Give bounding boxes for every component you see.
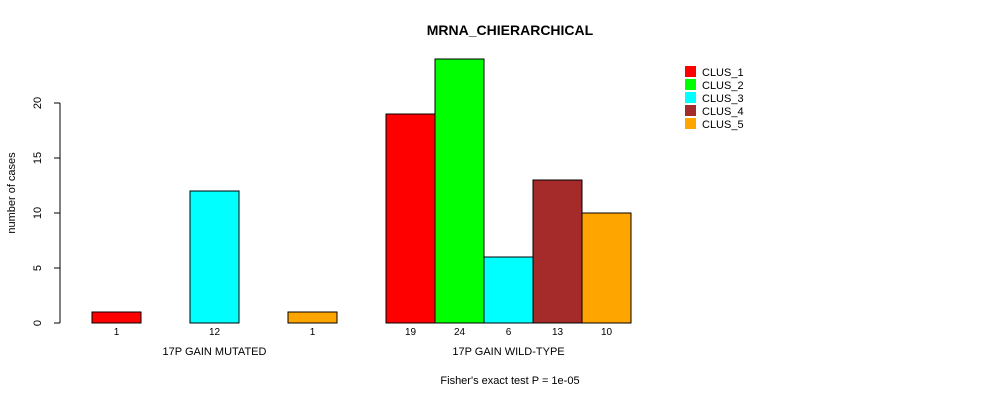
legend-label: CLUS_1 bbox=[702, 67, 744, 79]
group-label: 17P GAIN MUTATED bbox=[163, 346, 267, 358]
group-label: 17P GAIN WILD-TYPE bbox=[452, 346, 564, 358]
bar-clus-3 bbox=[483, 256, 534, 324]
bar-value-label: 24 bbox=[454, 327, 466, 338]
bar-clus-5 bbox=[287, 311, 338, 324]
y-tick-label: 0 bbox=[32, 320, 44, 326]
y-tick-label: 5 bbox=[32, 265, 44, 271]
legend-label: CLUS_5 bbox=[702, 119, 744, 131]
bar-clus-5 bbox=[581, 212, 632, 324]
bar-value-label: 6 bbox=[506, 327, 512, 338]
legend-label: CLUS_2 bbox=[702, 80, 744, 92]
legend-swatch-clus-3 bbox=[685, 92, 696, 103]
legend-swatch-clus-5 bbox=[685, 118, 696, 129]
legend-swatch-clus-4 bbox=[685, 105, 696, 116]
bar-clus-2 bbox=[434, 58, 485, 324]
legend-label: CLUS_3 bbox=[702, 93, 744, 105]
fisher-test-footnote: Fisher's exact test P = 1e-05 bbox=[440, 375, 579, 387]
bar-value-label: 10 bbox=[601, 327, 613, 338]
bar-clus-1 bbox=[91, 311, 142, 324]
chart-title: MRNA_CHIERARCHICAL bbox=[427, 22, 594, 38]
legend-swatch-clus-2 bbox=[685, 79, 696, 90]
group-labels: 17P GAIN MUTATED 17P GAIN WILD-TYPE bbox=[163, 346, 565, 358]
bar-value-label: 1 bbox=[114, 327, 120, 338]
legend-label: CLUS_4 bbox=[702, 106, 744, 118]
y-tick-label: 10 bbox=[32, 207, 44, 219]
bar-value-label: 12 bbox=[209, 327, 221, 338]
bar-value-label: 19 bbox=[405, 327, 417, 338]
bar-value-label: 1 bbox=[310, 327, 316, 338]
y-axis-label: number of cases bbox=[6, 152, 18, 234]
bar-clus-1 bbox=[385, 113, 436, 324]
bar-value-label: 13 bbox=[552, 327, 564, 338]
y-tick-label: 15 bbox=[32, 152, 44, 164]
bars: 1 12 1 19 24 6 13 10 bbox=[91, 58, 632, 338]
bar-clus-3 bbox=[189, 190, 240, 324]
y-tick-label: 20 bbox=[32, 97, 44, 109]
y-axis: 0 5 10 15 20 bbox=[32, 97, 61, 326]
bar-clus-4 bbox=[532, 179, 583, 324]
legend-swatch-clus-1 bbox=[685, 66, 696, 77]
